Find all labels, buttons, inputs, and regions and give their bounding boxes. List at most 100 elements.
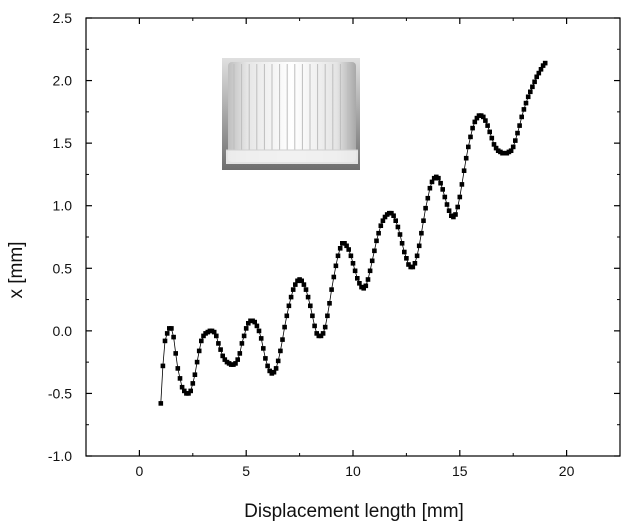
series-layer	[158, 60, 548, 406]
data-point	[331, 274, 337, 280]
data-point	[474, 115, 480, 121]
data-point	[201, 333, 206, 339]
y-tick-label: -1.0	[48, 448, 72, 464]
data-point	[485, 123, 490, 128]
data-point	[423, 205, 428, 211]
data-point	[374, 238, 379, 244]
data-point	[376, 230, 381, 236]
data-point	[312, 323, 317, 329]
data-point	[457, 194, 463, 200]
data-point	[303, 287, 309, 292]
data-point	[182, 388, 187, 394]
data-point	[329, 287, 334, 292]
data-point	[528, 89, 533, 95]
data-point	[363, 283, 369, 289]
data-point	[286, 303, 292, 309]
data-point	[365, 277, 371, 282]
data-point	[513, 138, 518, 143]
data-point	[160, 363, 166, 369]
data-point	[177, 376, 183, 381]
data-point	[190, 381, 196, 386]
data-point	[429, 179, 435, 185]
data-point	[461, 168, 467, 173]
data-point	[233, 361, 238, 366]
data-point	[350, 261, 356, 266]
data-point	[442, 194, 448, 200]
data-point	[273, 366, 279, 371]
inset-cap-image	[222, 58, 360, 170]
data-point	[357, 281, 362, 286]
data-point	[318, 333, 324, 339]
data-point	[278, 348, 283, 354]
data-point	[399, 241, 405, 246]
data-point	[275, 358, 281, 364]
data-point	[290, 287, 296, 292]
data-point	[416, 243, 422, 249]
data-point	[491, 142, 497, 147]
data-point	[481, 114, 486, 120]
data-point	[380, 218, 386, 223]
y-tick-label: 0.5	[53, 260, 73, 276]
data-point	[538, 67, 544, 72]
data-point	[468, 134, 473, 140]
data-point	[214, 333, 219, 339]
data-point	[391, 213, 396, 218]
data-point	[171, 334, 176, 340]
data-point	[382, 214, 388, 220]
data-point	[288, 294, 294, 300]
data-point	[293, 282, 298, 287]
data-point	[305, 294, 311, 300]
data-point	[521, 107, 527, 112]
data-point	[218, 347, 223, 352]
data-point	[372, 248, 377, 254]
data-point	[404, 256, 409, 261]
data-point	[438, 180, 443, 186]
data-point	[395, 224, 401, 230]
data-point	[220, 353, 225, 359]
y-tick-label: 1.0	[53, 198, 73, 214]
data-point	[246, 321, 251, 326]
data-point	[440, 187, 445, 192]
data-point	[265, 363, 270, 369]
data-point	[261, 346, 266, 351]
data-point	[284, 313, 290, 319]
data-point	[175, 366, 181, 371]
data-point	[320, 331, 326, 336]
data-point	[254, 323, 260, 329]
x-tick-label: 0	[136, 463, 144, 479]
data-point	[325, 313, 330, 319]
data-point	[525, 94, 531, 100]
data-point	[158, 401, 164, 406]
data-point	[199, 338, 204, 344]
x-tick-label: 20	[559, 463, 575, 479]
data-point	[173, 351, 178, 356]
data-point	[342, 241, 347, 246]
data-point	[367, 268, 373, 274]
data-point	[466, 144, 471, 150]
data-point	[235, 357, 240, 362]
data-point	[267, 368, 272, 374]
data-point	[327, 301, 332, 306]
data-point	[355, 276, 360, 281]
data-point	[346, 247, 351, 252]
data-point	[508, 148, 514, 153]
data-point	[414, 253, 420, 259]
ticks-layer: 0 5 10 15 20 -1.0 -0.5 0.0 0.5 1.0 1.5 2.0 2.5	[48, 10, 621, 479]
data-point	[263, 356, 268, 361]
data-point	[397, 232, 403, 237]
data-point	[333, 263, 339, 269]
data-point	[258, 336, 264, 341]
data-point	[517, 123, 522, 128]
data-point	[534, 74, 539, 80]
data-point	[243, 326, 249, 331]
data-point	[239, 341, 245, 346]
data-point	[536, 70, 542, 76]
data-point	[412, 261, 418, 266]
data-point	[542, 60, 548, 66]
data-point	[393, 218, 398, 223]
data-point	[436, 175, 441, 181]
data-point	[301, 282, 307, 287]
data-point	[241, 333, 247, 339]
